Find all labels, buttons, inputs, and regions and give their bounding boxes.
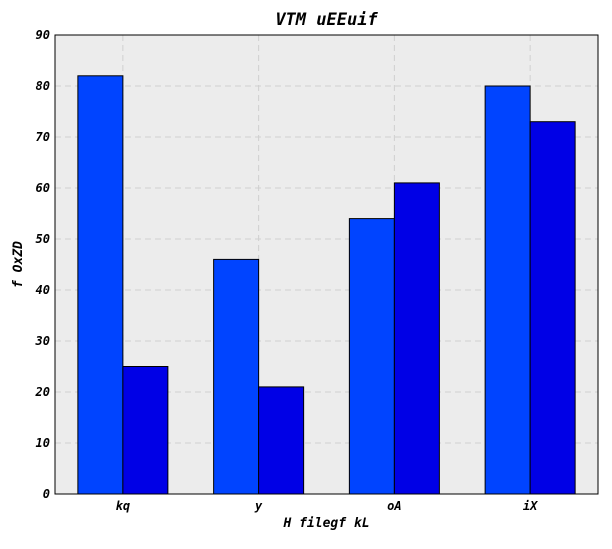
x-axis-label: H filegf kL [282,516,369,531]
x-tick-label: y [254,499,263,513]
bar-series-2-kq [122,366,169,495]
y-tick-label: 10 [36,436,50,450]
bar-series-1-kq [77,75,124,495]
y-tick-label: 60 [36,181,50,195]
bars [77,75,576,495]
y-tick-label: 40 [36,283,50,297]
y-tick-label: 90 [36,28,50,42]
x-tick-label: kq [116,499,130,513]
y-tick-label: 0 [43,487,50,501]
y-tick-label: 80 [36,79,50,93]
y-axis-label: f OxZD [11,241,26,288]
bar-series-2-iX [529,121,576,495]
bar-series-2-oA [393,182,440,495]
bar-series-2-y [258,386,305,495]
plot-frame [54,34,599,495]
bar-series-1-y [213,258,260,495]
y-tick-label: 70 [36,130,50,144]
y-tick-label: 50 [36,232,50,246]
ticks: 0 10 20 30 40 50 60 70 80 90 kq y oA iX [35,28,539,513]
y-tick-label: 30 [35,334,50,348]
x-tick-label: iX [523,499,538,513]
bar-series-1-iX [484,85,531,495]
y-tick-label: 20 [35,385,50,399]
x-tick-label: oA [387,499,401,513]
chart-title: VTM uEEuif [275,10,378,30]
bar-series-1-oA [348,218,395,495]
